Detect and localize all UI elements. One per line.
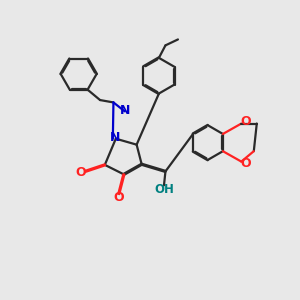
Text: O: O [241, 115, 251, 128]
Text: O: O [76, 167, 86, 179]
Text: N: N [119, 104, 130, 117]
Text: N: N [110, 131, 120, 144]
Text: O: O [113, 191, 124, 204]
Text: OH: OH [154, 183, 174, 196]
Text: O: O [241, 157, 251, 170]
